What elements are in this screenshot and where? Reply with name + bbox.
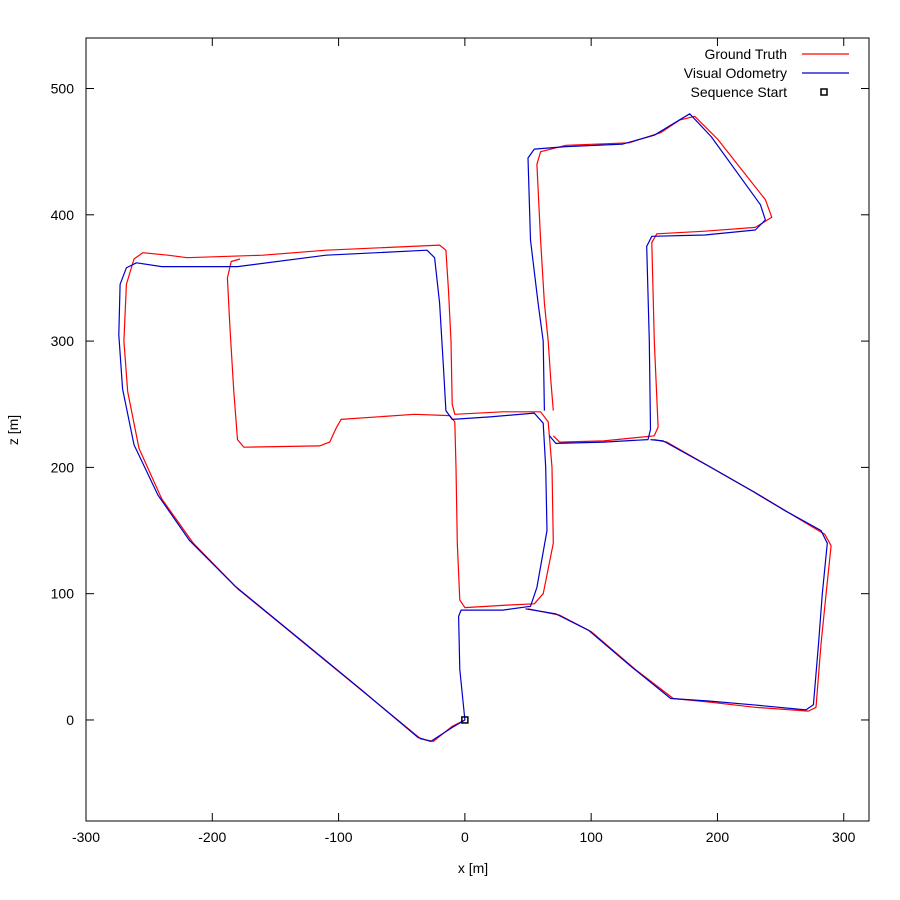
sequence-start-marker: [461, 716, 469, 724]
legend-swatch-sequence-start: [820, 88, 828, 96]
legend-label-sequence-start: Sequence Start: [690, 84, 787, 100]
x-tick-label: -100: [325, 829, 353, 845]
y-axis-label: z [m]: [5, 415, 21, 445]
tick-layer: -300 -200 -100 0 100 200 300 0 100 200 300 400 500: [51, 38, 869, 845]
series-line-visual-odometry-3: [527, 113, 767, 444]
series-line-ground-truth-0: [123, 244, 554, 743]
legend: Ground Truth Visual Odometry Sequence St…: [684, 46, 849, 100]
x-axis-label: x [m]: [458, 860, 488, 876]
plot-frame: [85, 37, 870, 822]
y-tick-label: 400: [51, 207, 75, 223]
y-tick-label: 300: [51, 333, 75, 349]
x-tick-label: 300: [832, 829, 856, 845]
x-tick-label: -200: [198, 829, 226, 845]
y-tick-label: 200: [51, 459, 75, 475]
y-tick-label: 100: [51, 586, 75, 602]
marker-layer: [461, 716, 469, 724]
x-tick-label: 0: [461, 829, 469, 845]
y-tick-label: 500: [51, 81, 75, 97]
y-tick-label: 0: [66, 712, 74, 728]
x-tick-label: 200: [706, 829, 730, 845]
x-tick-label: -300: [72, 829, 100, 845]
x-tick-label: 100: [579, 829, 603, 845]
legend-label-ground-truth: Ground Truth: [705, 46, 788, 62]
series-line-ground-truth-4: [527, 439, 832, 712]
series-line-ground-truth-2: [536, 115, 773, 443]
series-layer: [118, 113, 832, 743]
legend-label-visual-odometry: Visual Odometry: [684, 65, 787, 81]
series-line-visual-odometry-5: [525, 439, 828, 711]
series-line-visual-odometry-1: [118, 249, 548, 743]
